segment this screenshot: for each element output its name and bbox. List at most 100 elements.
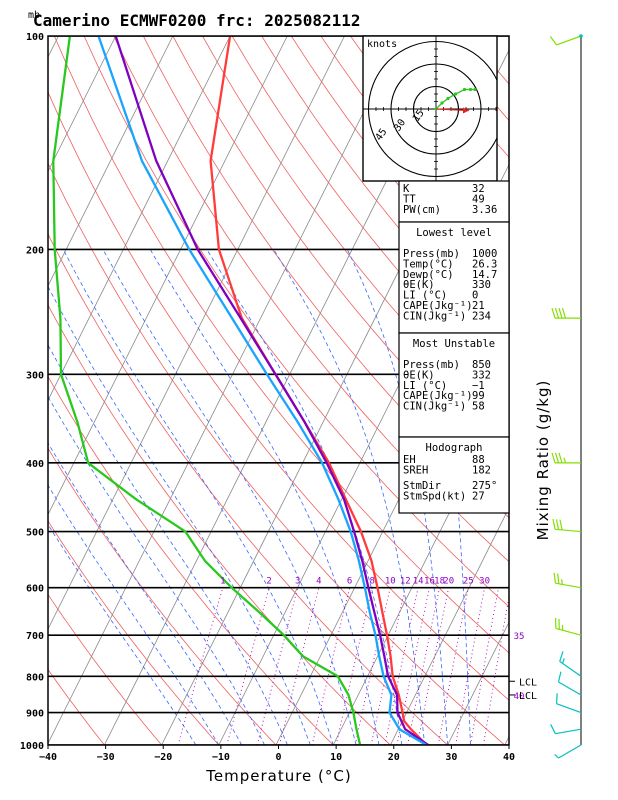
- pressure-tick-label: 1000: [20, 741, 44, 752]
- hodograph-index-storm-label: StmSpd(kt): [403, 490, 466, 502]
- mixing-ratio-label: 10: [385, 577, 396, 587]
- lowest-level-value: 0: [472, 290, 478, 302]
- mixing-ratio-label: 40: [514, 692, 525, 702]
- wind-barb: [559, 651, 582, 677]
- hodograph-index-label: SREH: [403, 464, 428, 476]
- hodograph-index-value: 182: [472, 464, 491, 476]
- moist-adiabat-line: [48, 344, 288, 745]
- most-unstable-value: 850: [472, 359, 491, 371]
- temperature-tick-label: 0: [275, 752, 281, 763]
- wind-barb: [551, 307, 581, 319]
- isotherm-line: [218, 163, 509, 745]
- mixing-ratio-label: 30: [479, 577, 490, 587]
- hodograph-point: [468, 87, 473, 92]
- index-general-label: K: [403, 183, 410, 195]
- wind-barb-shaft: [559, 660, 582, 677]
- lowest-level-label: θE(K): [403, 279, 435, 291]
- wind-barb-shaft: [558, 744, 582, 759]
- mixing-ratio-label: 14: [413, 577, 424, 587]
- mixing-ratio-line: [354, 587, 391, 745]
- pressure-tick-label: 900: [26, 709, 44, 720]
- mixing-ratio-line: [370, 587, 406, 745]
- wind-barb-flag: [558, 452, 563, 464]
- wind-barbs: [549, 34, 583, 759]
- moist-adiabat-line: [62, 249, 334, 745]
- hodograph-index-storm-value: 275°: [472, 480, 497, 492]
- wind-barb-half-flag: [554, 753, 559, 759]
- wind-barb: [553, 572, 582, 589]
- isotherm-line: [0, 36, 1, 745]
- hodograph-frame: [362, 35, 498, 182]
- index-general-label: PW(cm): [403, 204, 441, 216]
- hodograph-title: Hodograph: [426, 442, 483, 454]
- mixing-ratio-label: 16: [424, 577, 435, 587]
- mixing-ratio-label: 6: [347, 577, 352, 587]
- most-unstable-label: θE(K): [403, 369, 435, 381]
- dry-adiabat-line: [48, 375, 334, 745]
- hodograph-plot: [363, 36, 497, 181]
- moist-adiabat-line: [48, 442, 243, 745]
- wind-barb-flag: [558, 307, 563, 319]
- x-axis-title: Temperature (°C): [205, 767, 351, 785]
- lcl-label: LCL: [519, 677, 537, 688]
- dry-adiabat-line: [48, 447, 277, 745]
- wind-barb-flag: [555, 693, 558, 704]
- profile-line-parcel-virtual: [114, 36, 429, 745]
- isotherm-line: [48, 36, 403, 745]
- hodograph-point: [473, 87, 477, 92]
- hodograph-index-value: 88: [472, 454, 485, 466]
- wind-barb-shaft: [556, 703, 582, 714]
- background-lines: [0, 36, 618, 745]
- mixing-ratio-label: 4: [316, 577, 321, 587]
- wind-barb-flag: [559, 651, 564, 662]
- pressure-tick-label: 700: [26, 631, 44, 642]
- profile-line-dewpoint: [52, 36, 362, 745]
- isotherm-line: [447, 621, 509, 745]
- temperature-tick-label: −40: [39, 752, 57, 763]
- wind-barb-flag: [551, 307, 556, 319]
- profile-line-parcel: [97, 36, 427, 745]
- wind-barb-flag: [554, 307, 560, 319]
- lowest-level-label: Press(mb): [403, 248, 460, 260]
- chart-title: Camerino ECMWF0200 frc: 2025082112: [33, 11, 361, 30]
- pressure-tick-label: 200: [26, 245, 44, 256]
- wind-barb-top-marker: [579, 34, 583, 38]
- mixing-ratio-label: 12: [400, 577, 411, 587]
- stability-indices: K 32 TT 49 PW(cm) 3.36 Lowest level Press(mb) 10…: [398, 180, 510, 514]
- mixing-ratio-line: [279, 587, 320, 745]
- index-box-most-unstable: [398, 332, 510, 438]
- index-box-lowest: [398, 221, 510, 334]
- wind-barb-shaft: [558, 681, 582, 696]
- wind-barb-flag: [550, 724, 556, 734]
- mixing-ratio-line: [470, 587, 499, 745]
- mixing-ratio-label: 2: [266, 577, 271, 587]
- hodograph-point: [446, 96, 450, 101]
- isotherm-line: [562, 36, 618, 745]
- temperature-tick-label: −30: [97, 752, 115, 763]
- lowest-level-value: 21: [472, 300, 485, 312]
- index-general-value: 32: [472, 183, 485, 195]
- index-box-general: [398, 180, 510, 223]
- wind-barb: [557, 671, 582, 696]
- pressure-tick-label: 800: [26, 672, 44, 683]
- wind-barb-flag: [552, 518, 556, 530]
- hodograph-point: [453, 92, 458, 96]
- pressure-unit-label: mb: [28, 10, 40, 21]
- wind-barb-shaft: [555, 582, 582, 589]
- temperature-tick-label: 10: [330, 752, 342, 763]
- mixing-ratio-line: [483, 594, 509, 745]
- wind-barb: [554, 744, 582, 759]
- dry-adiabat-line: [142, 36, 509, 519]
- wind-barb: [549, 35, 582, 46]
- wind-barb-flag: [551, 452, 556, 464]
- dry-adiabat-line: [54, 36, 509, 654]
- wind-barb-flag: [554, 452, 560, 464]
- most-unstable-label: Press(mb): [403, 359, 460, 371]
- lowest-level-value: 14.7: [472, 269, 497, 281]
- wind-barb: [554, 617, 582, 636]
- dry-adiabat-line: [48, 520, 220, 745]
- most-unstable-value: 58: [472, 401, 485, 413]
- mixing-ratio-line: [177, 587, 224, 745]
- temperature-tick-label: 20: [388, 752, 400, 763]
